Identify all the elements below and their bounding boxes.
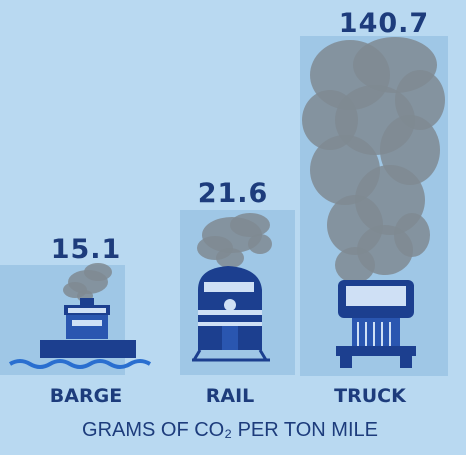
- category-label: RAIL: [206, 385, 255, 407]
- truck-icon: [336, 280, 416, 368]
- truck-smoke: [302, 37, 445, 283]
- value-label: 140.7: [339, 8, 429, 39]
- barge-icon: [8, 298, 152, 369]
- rail-smoke: [197, 213, 272, 268]
- rail-icon: [192, 266, 270, 362]
- category-label: BARGE: [50, 385, 122, 407]
- category-label: TRUCK: [334, 385, 407, 407]
- value-label: 21.6: [198, 178, 269, 209]
- subtitle: GRAMS OF CO₂ PER TON MILE: [82, 419, 378, 441]
- value-label: 15.1: [51, 234, 122, 265]
